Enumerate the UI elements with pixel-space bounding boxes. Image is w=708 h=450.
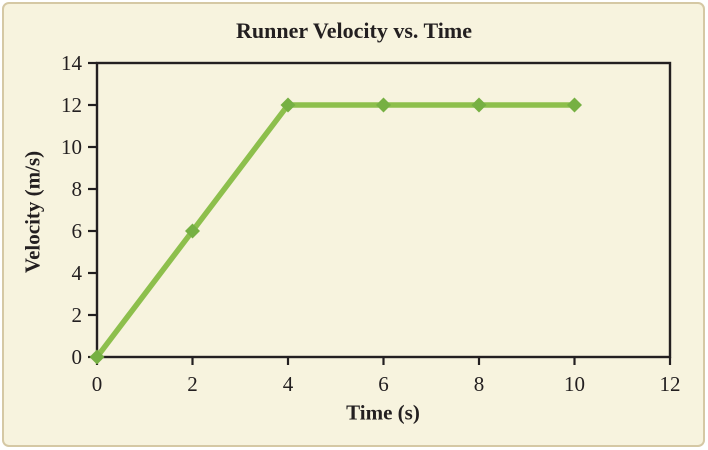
y-tick-label: 0 <box>72 345 83 369</box>
data-point-marker <box>185 223 200 239</box>
x-tick-label: 10 <box>564 372 585 396</box>
data-point-marker <box>376 97 391 113</box>
data-point-marker <box>567 97 582 113</box>
y-tick-label: 4 <box>72 261 83 285</box>
data-point-marker <box>471 97 487 113</box>
y-axis-label: Velocity (m/s) <box>20 150 45 274</box>
y-tick-label: 14 <box>61 51 83 75</box>
x-tick-label: 12 <box>660 372 681 396</box>
data-point-marker <box>280 97 296 113</box>
y-tick-label: 2 <box>72 303 83 327</box>
data-line <box>94 102 578 360</box>
y-tick-label: 6 <box>72 219 83 243</box>
data-point-marker <box>89 349 105 365</box>
x-axis-label: Time (s) <box>346 400 420 425</box>
y-tick-label: 10 <box>61 135 82 159</box>
chart-title: Runner Velocity vs. Time <box>236 18 472 43</box>
y-tick-label: 8 <box>72 177 83 201</box>
x-tick-label: 8 <box>474 372 485 396</box>
y-tick-label: 12 <box>61 93 82 117</box>
x-tick-label: 4 <box>283 372 294 396</box>
x-tick-label: 2 <box>187 372 198 396</box>
x-tick-label: 6 <box>378 372 389 396</box>
x-tick-label: 0 <box>92 372 103 396</box>
